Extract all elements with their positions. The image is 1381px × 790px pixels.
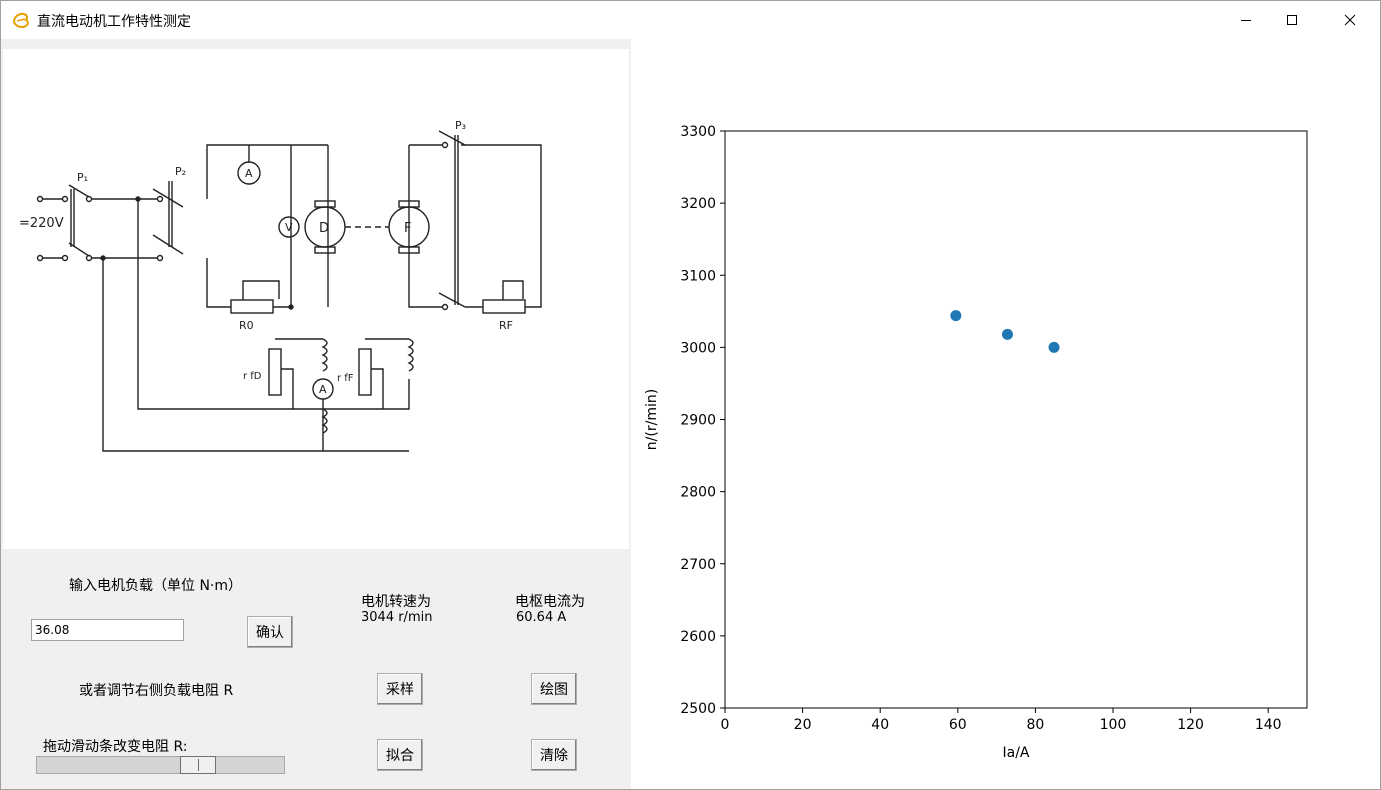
y-axis-label: n/(r/min) (644, 389, 660, 450)
y-tick-label: 2800 (680, 485, 716, 501)
slider-prompt: 拖动滑动条改变电阻 R: (43, 739, 188, 755)
y-tick-label: 3300 (680, 124, 716, 140)
data-point (1001, 328, 1013, 340)
x-tick-label: 120 (1177, 717, 1204, 733)
x-tick-label: 0 (721, 717, 730, 733)
y-tick-label: 3100 (680, 268, 716, 284)
chart-panel: 0 20 40 60 80 100 120 140 2500 2600 2700 2800 2900 3… (631, 39, 1380, 789)
rff-label: r fF (337, 373, 354, 384)
minimize-icon (1241, 20, 1251, 21)
switch-p3-label: P₃ (455, 119, 466, 132)
y-tick-label: 2600 (680, 629, 716, 645)
rfd-label: r fD (243, 371, 262, 382)
maximize-icon (1287, 15, 1297, 25)
y-tick-label: 3000 (680, 340, 716, 356)
speed-title: 电机转速为 (361, 594, 431, 610)
generator-label: F (404, 221, 411, 236)
r0-label: R0 (239, 319, 254, 332)
x-tick-label: 20 (794, 717, 812, 733)
python-tk-feather-icon (12, 12, 29, 28)
title-bar: 直流电动机工作特性测定 (1, 1, 1380, 39)
maximize-button[interactable] (1269, 1, 1315, 39)
fit-button[interactable]: 拟合 (377, 739, 423, 771)
x-axis-label: Ia/A (1002, 745, 1029, 761)
resistor-prompt: 或者调节右侧负载电阻 R (79, 683, 234, 699)
sample-button[interactable]: 采样 (377, 673, 423, 705)
window-title: 直流电动机工作特性测定 (37, 14, 191, 30)
motor-label: D (319, 221, 329, 236)
switch-p2-label: P₂ (175, 165, 186, 178)
y-tick-label: 3200 (680, 196, 716, 212)
speed-value: 3044 r/min (361, 610, 433, 625)
voltage-label: =220V (19, 216, 64, 231)
rf-label: RF (499, 319, 513, 332)
minimize-button[interactable] (1223, 1, 1269, 39)
control-panel: =220V P₁ P₂ A (1, 39, 631, 789)
y-tick-label: 2500 (680, 701, 716, 717)
circuit-diagram: =220V P₁ P₂ A (3, 49, 629, 549)
plot-area (724, 130, 1308, 709)
y-tick-label: 2700 (680, 557, 716, 573)
switch-p1-label: P₁ (77, 171, 88, 184)
slider-thumb[interactable] (180, 756, 217, 774)
voltmeter-label: V (285, 221, 293, 234)
confirm-button[interactable]: 确认 (247, 616, 293, 648)
load-input-prompt: 输入电机负载（单位 N·m） (69, 578, 243, 594)
ammeter-label: A (245, 167, 253, 180)
plot-button[interactable]: 绘图 (531, 673, 577, 705)
x-tick-label: 100 (1100, 717, 1127, 733)
data-point (1048, 341, 1060, 353)
x-tick-label: 80 (1026, 717, 1044, 733)
resistance-slider[interactable] (36, 756, 285, 774)
field-ammeter-label: A (319, 383, 327, 396)
clear-button[interactable]: 清除 (531, 739, 577, 771)
current-value: 60.64 A (516, 610, 567, 625)
y-tick-label: 2900 (680, 413, 716, 429)
speed-current-chart: 0 20 40 60 80 100 120 140 2500 2600 2700 2800 2900 3… (644, 124, 1308, 761)
load-input[interactable] (31, 619, 184, 641)
data-point (950, 310, 962, 322)
close-icon (1344, 14, 1356, 26)
x-tick-label: 40 (871, 717, 889, 733)
x-tick-label: 60 (949, 717, 967, 733)
circuit-diagram-image: =220V P₁ P₂ A (19, 119, 542, 452)
close-button[interactable] (1327, 1, 1373, 39)
current-title: 电枢电流为 (515, 594, 585, 610)
x-tick-label: 140 (1255, 717, 1282, 733)
